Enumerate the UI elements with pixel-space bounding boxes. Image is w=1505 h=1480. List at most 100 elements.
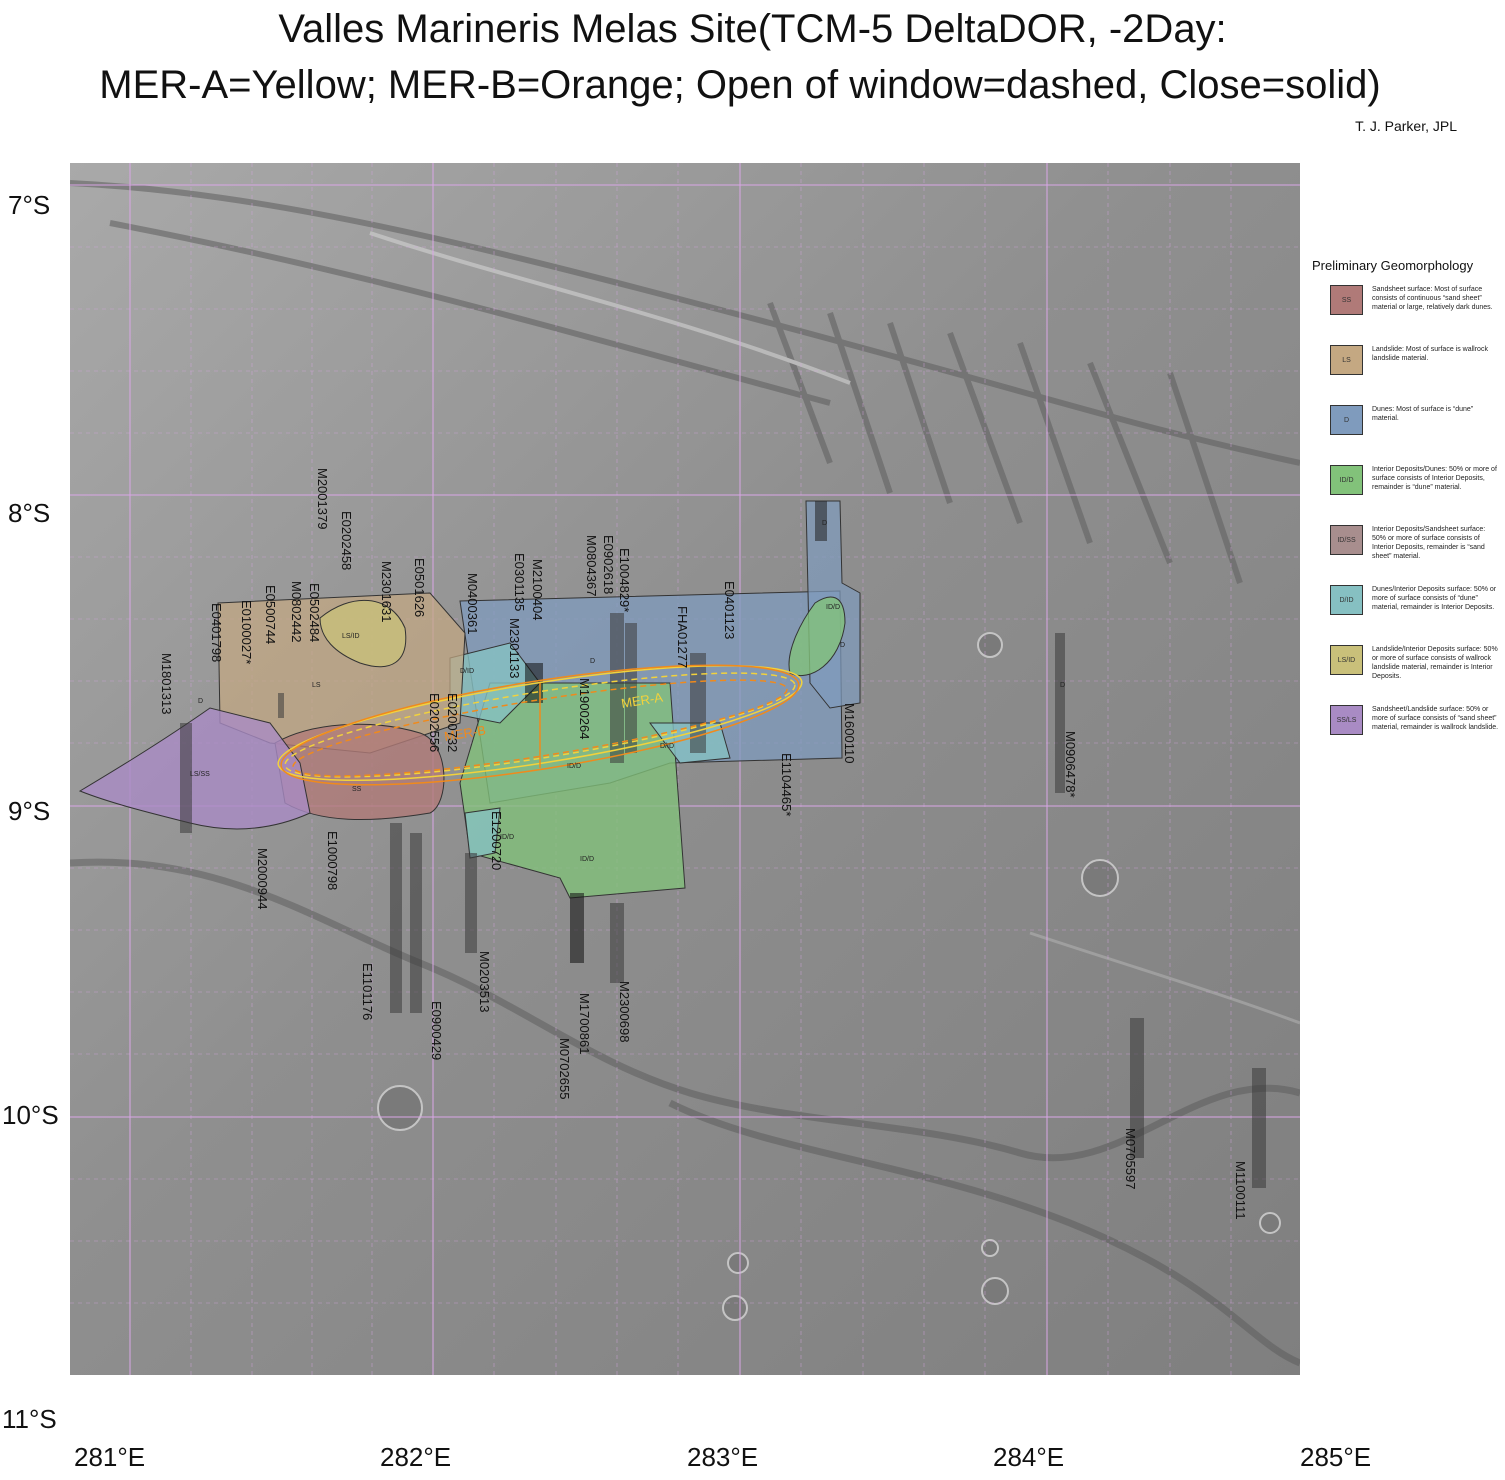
legend-swatch: LS/ID	[1330, 645, 1363, 675]
strip-label: E0401798	[209, 603, 224, 662]
unit-label: D	[590, 658, 595, 665]
strip-label: E0501626	[412, 558, 427, 617]
unit-label: D	[840, 642, 845, 649]
strip-label: E1200720	[489, 811, 504, 870]
mer-a-ellipse-close	[277, 664, 803, 782]
mer-b-ellipse-close	[280, 664, 800, 786]
legend-text: Landslide: Most of surface is wallrock l…	[1372, 346, 1488, 362]
strip-label: M2100404	[530, 559, 545, 620]
strip-label: M0802442	[289, 581, 304, 642]
legend-text: Sandsheet surface: Most of surface consi…	[1372, 286, 1493, 311]
unit-ss-ls	[78, 707, 311, 830]
unit-id-d-east	[788, 596, 846, 676]
strip-label: M1100111	[1233, 1161, 1248, 1220]
strip-label: E0100027*	[239, 600, 254, 664]
lon-label-282e: 282°E	[380, 1442, 452, 1472]
strip-label: M2001379	[315, 468, 330, 529]
strip-label: M2301631	[379, 561, 394, 622]
legend-swatch: SS/LS	[1330, 705, 1363, 735]
canyon-wall-south	[70, 858, 1300, 1367]
strip-label: M0906478*	[1063, 731, 1078, 798]
lon-label-284e: 284°E	[993, 1442, 1065, 1472]
legend-swatch: D/ID	[1330, 585, 1363, 615]
unit-label: LS/SS	[190, 771, 210, 778]
legend: Preliminary Geomorphology SS Sandsheet s…	[1312, 258, 1502, 765]
lat-label-7s: 7°S	[8, 190, 51, 220]
unit-label: D	[1060, 682, 1065, 689]
lat-label-9s: 9°S	[8, 796, 51, 826]
unit-sandsheet	[274, 723, 445, 821]
mer-a-ellipse-open	[284, 672, 796, 778]
unit-label: ID/D	[567, 763, 581, 770]
strip-label: M1700861	[577, 993, 592, 1054]
strip-label: M2300698	[617, 981, 632, 1042]
title-line-2: MER-A=Yellow; MER-B=Orange; Open of wind…	[99, 63, 1381, 107]
strip-label: E0202556	[427, 693, 442, 752]
legend-swatch: ID/D	[1330, 465, 1363, 495]
strip-label: E0502484	[307, 583, 322, 642]
strip-label: M1600110	[842, 703, 857, 763]
legend-item-d: D Dunes: Most of surface is “dune” mater…	[1312, 405, 1502, 465]
canyon-wall-north	[70, 180, 1300, 584]
image-strip-labels: M1801313 E0401798 E0100027* E0500744 M08…	[159, 468, 1248, 1220]
strip-label: M0203513	[477, 951, 492, 1012]
strip-label: M1801313	[159, 653, 174, 714]
strip-label: E0202458	[339, 511, 354, 570]
legend-text: Sandsheet/Landslide surface: 50% or more…	[1372, 706, 1499, 731]
lat-label-8s: 8°S	[8, 498, 51, 528]
legend-swatch: LS	[1330, 345, 1363, 375]
strip-label: M2000944	[255, 848, 270, 909]
legend-title: Preliminary Geomorphology	[1312, 258, 1474, 273]
unit-label: D/ID	[460, 668, 474, 675]
legend-text: Landslide/Interior Deposits surface: 50%…	[1372, 646, 1498, 680]
unit-label: SS	[352, 786, 362, 793]
unit-label: D	[198, 698, 203, 705]
lat-label-10s: 10°S	[2, 1100, 59, 1130]
map-image[interactable]: MER-A MER-B LS/SS LS/ID LS SS D/ID ID/D …	[70, 163, 1300, 1375]
mer-b-ellipse-open	[292, 679, 788, 777]
mer-a-label: MER-A	[620, 690, 664, 711]
lon-label-285e: 285°E	[1300, 1442, 1372, 1472]
unit-label: D/ID	[660, 743, 674, 750]
legend-swatch: ID/SS	[1330, 525, 1363, 555]
unit-label: ID/D	[826, 604, 840, 611]
legend-text: Interior Deposits/Sandsheet surface: 50%…	[1372, 526, 1486, 560]
legend-item-ss-ls: SS/LS Sandsheet/Landslide surface: 50% o…	[1312, 705, 1502, 765]
minor-grid	[70, 163, 1300, 1375]
strip-label: E1000798	[325, 831, 340, 890]
legend-swatch: D	[1330, 405, 1363, 435]
strip-label: E1004829*	[617, 548, 632, 612]
unit-label: ID/D	[500, 834, 514, 841]
strip-label: M2301133	[507, 618, 522, 678]
strip-label: E0900429	[429, 1001, 444, 1060]
strip-label: M0804367	[584, 535, 599, 596]
strip-label: M1900264	[577, 678, 592, 739]
legend-item-ss: SS Sandsheet surface: Most of surface co…	[1312, 285, 1502, 345]
author-credit: T. J. Parker, JPL	[1355, 118, 1457, 134]
map-svg: MER-A MER-B LS/SS LS/ID LS SS D/ID ID/D …	[70, 163, 1300, 1375]
unit-label: LS	[312, 682, 321, 689]
legend-text: Dunes/Interior Deposits surface: 50% or …	[1372, 586, 1497, 611]
unit-label: LS/ID	[342, 633, 360, 640]
strip-label: E0200732	[445, 693, 460, 752]
lon-label-281e: 281°E	[74, 1442, 146, 1472]
strip-label: E0500744	[263, 585, 278, 644]
strip-label: FHA01277	[675, 606, 690, 668]
craters	[377, 632, 1281, 1321]
unit-ls-id	[319, 599, 407, 668]
strip-label: E0902618	[601, 535, 616, 594]
legend-item-d-id: D/ID Dunes/Interior Deposits surface: 50…	[1312, 585, 1502, 645]
unit-label: ID/D	[580, 856, 594, 863]
legend-text: Dunes: Most of surface is “dune” materia…	[1372, 406, 1474, 422]
strip-label: E1104465*	[779, 753, 794, 816]
strip-label: E0401123	[722, 581, 737, 639]
landing-ellipses	[277, 664, 803, 786]
title-line-1: Valles Marineris Melas Site(TCM-5 DeltaD…	[278, 7, 1227, 51]
unit-labels: LS/SS LS/ID LS SS D/ID ID/D ID/D D/ID D …	[190, 520, 1065, 863]
lon-label-283e: 283°E	[687, 1442, 759, 1472]
legend-item-id-ss: ID/SS Interior Deposits/Sandsheet surfac…	[1312, 525, 1502, 585]
legend-item-ls-id: LS/ID Landslide/Interior Deposits surfac…	[1312, 645, 1502, 705]
lat-label-11s: 11°S	[2, 1404, 57, 1434]
legend-swatch: SS	[1330, 285, 1363, 315]
strip-label: M0702655	[557, 1038, 572, 1099]
